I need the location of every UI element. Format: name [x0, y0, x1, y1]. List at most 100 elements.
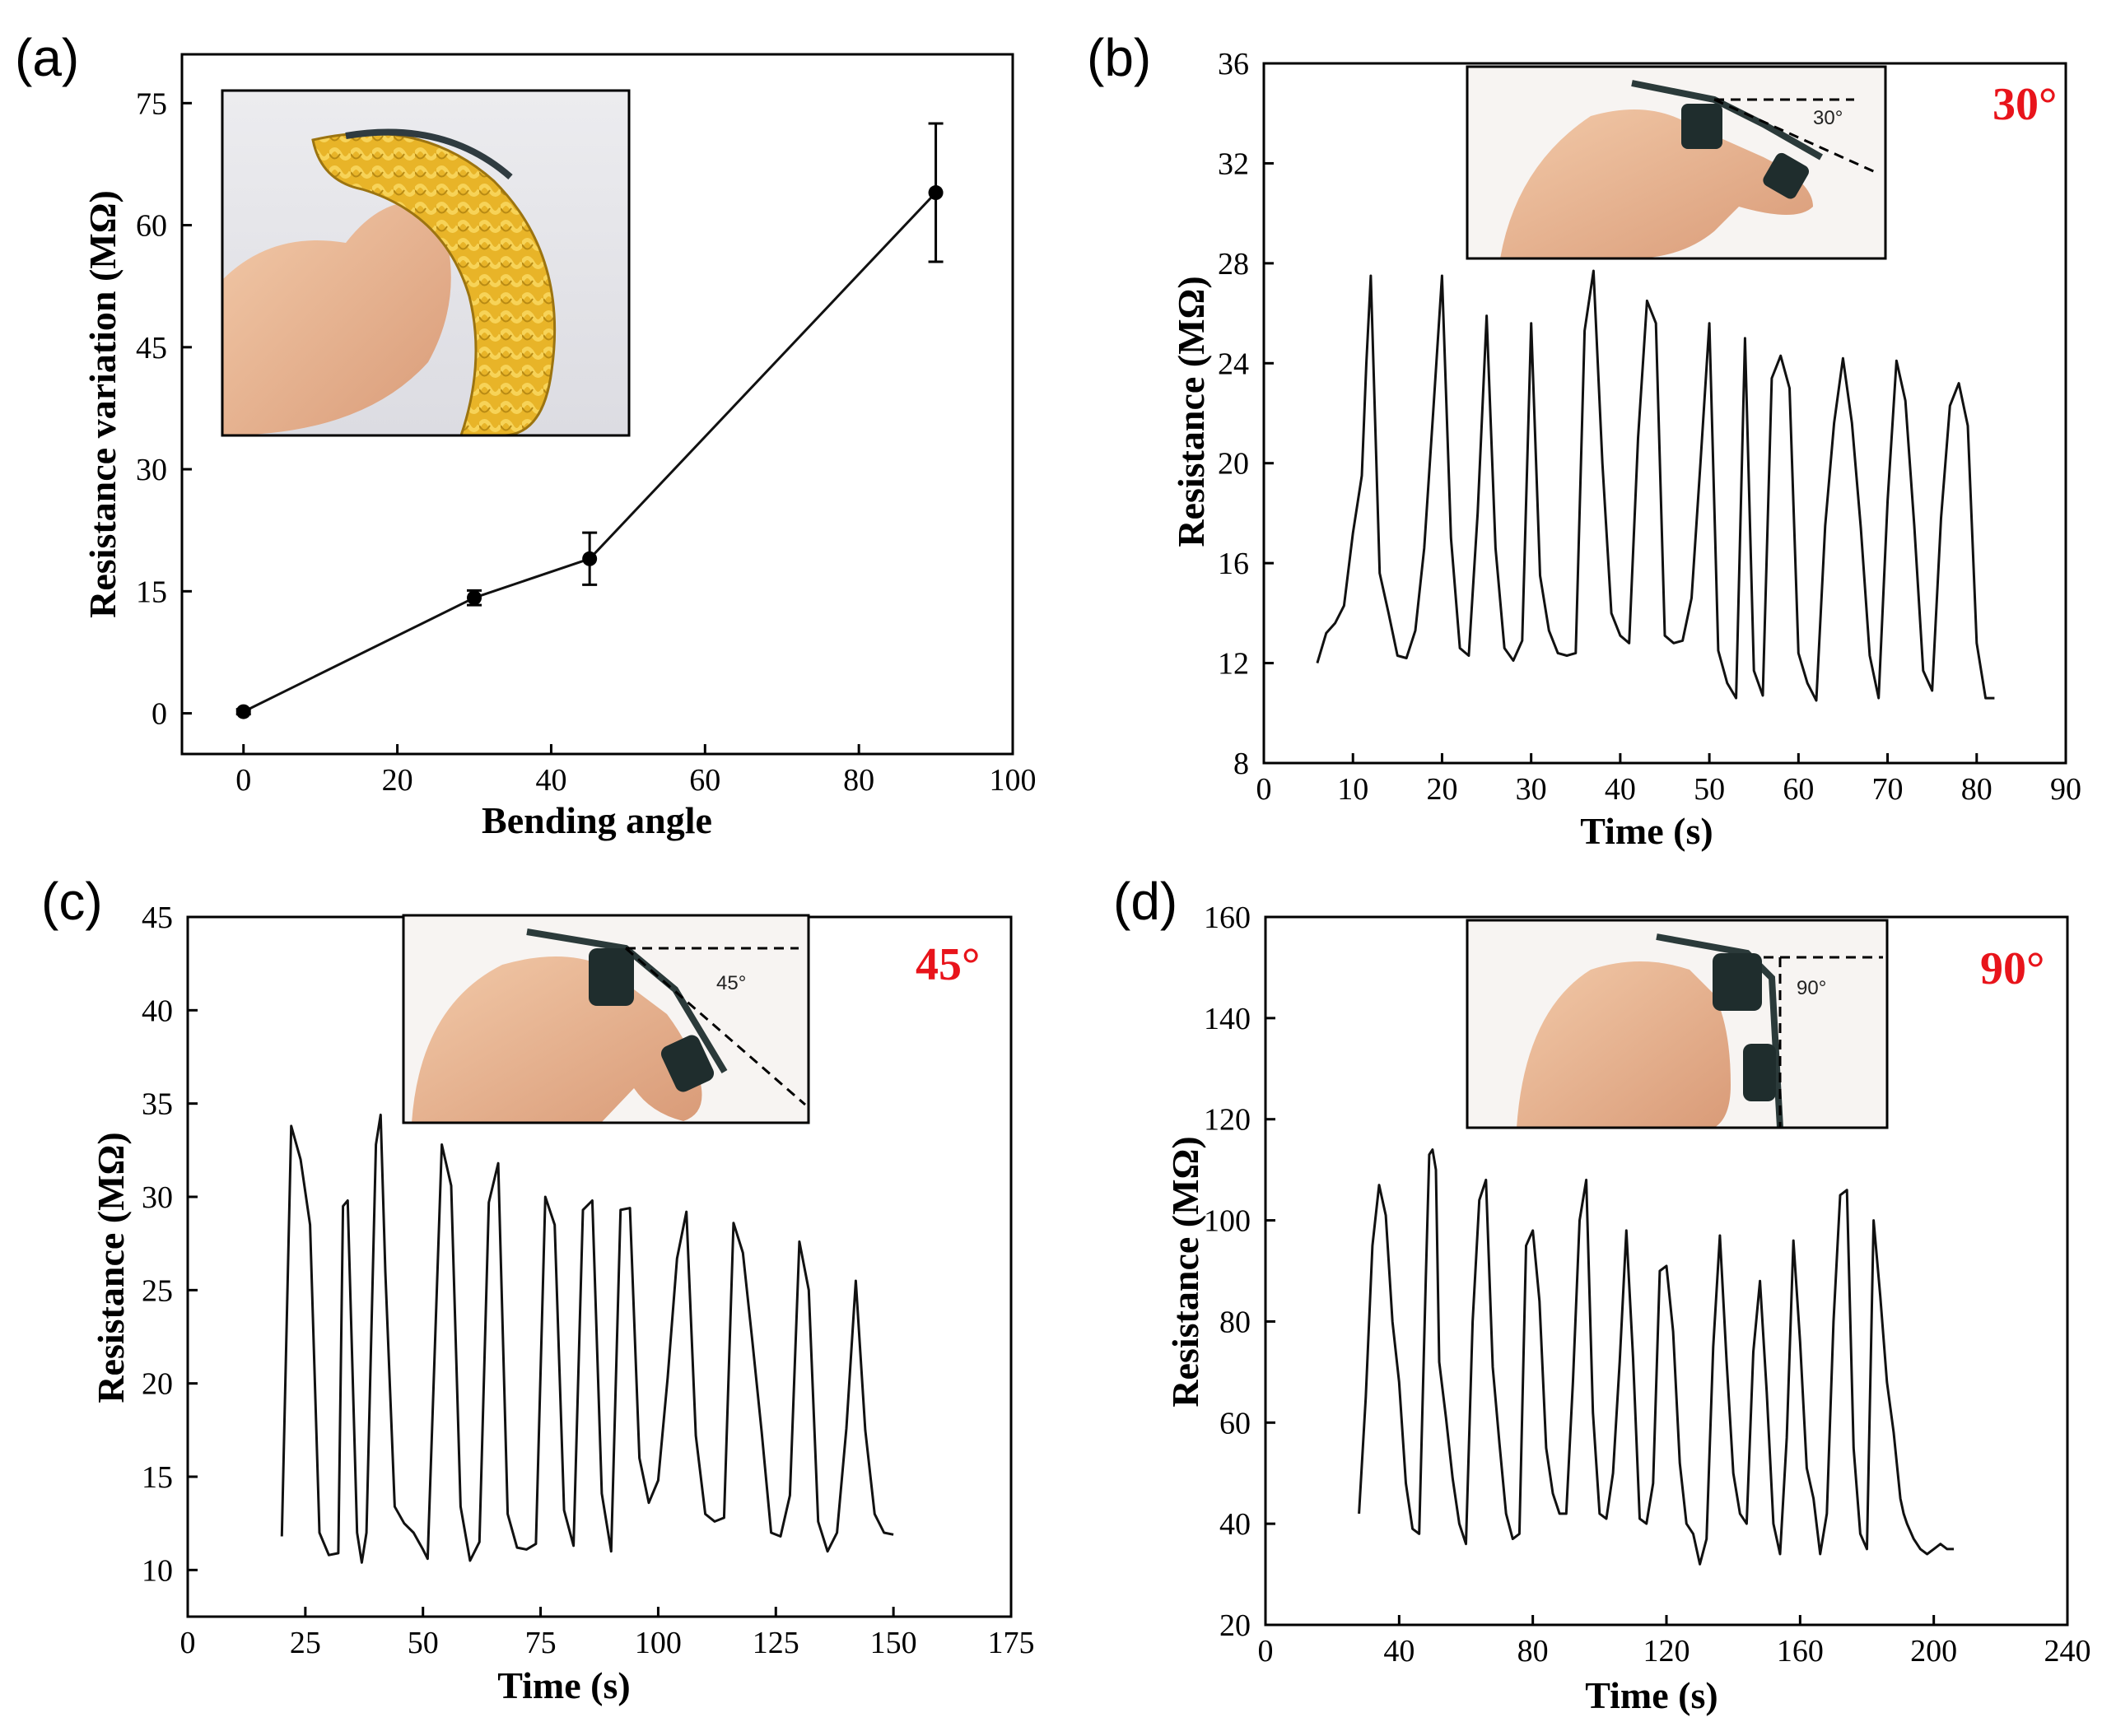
- panel-b-x-tick-label: 80: [1961, 772, 1992, 807]
- panel-d-y-ticks: 20 40 60 80 100 120 140 160: [1204, 901, 1275, 1643]
- panel-a-x-tick-label: 0: [235, 763, 251, 798]
- panel-c-y-tick-label: 30: [142, 1180, 173, 1215]
- panel-b-inset-angle: 30°: [1813, 107, 1843, 129]
- panel-b-x-tick-label: 60: [1783, 772, 1814, 807]
- panel-d-x-tick-label: 240: [2044, 1634, 2091, 1669]
- panel-a-y-tick-label: 45: [136, 331, 167, 365]
- panel-c-y-tick-label: 45: [142, 901, 173, 935]
- sensor-strip: [1631, 80, 1823, 161]
- panel-a-y-tick-label: 15: [136, 575, 167, 609]
- panel-c-x-tick-label: 100: [635, 1626, 682, 1660]
- panel-c-y-tick-label: 10: [142, 1553, 173, 1588]
- panel-a-inset-photo: [221, 89, 631, 437]
- panel-c-x-tick-label: 150: [870, 1626, 917, 1660]
- panel-b-y-tick-label: 12: [1218, 647, 1249, 682]
- panel-b-y-ticks: 8 12 16 20 24 28 32 36: [1218, 47, 1274, 781]
- panel-d-angle-label: 90°: [1980, 943, 2044, 994]
- panel-b-x-ticks: 0 10 20 30 40 50 60 70 80 90: [1256, 753, 2081, 807]
- hand-shape: [222, 202, 451, 435]
- panel-d-y-tick-label: 20: [1219, 1608, 1251, 1643]
- panel-d-letter: (d): [1113, 872, 1177, 931]
- panel-b-x-tick-label: 10: [1337, 772, 1368, 807]
- panel-a-x-tick-label: 40: [535, 763, 566, 798]
- panel-c-x-tick-label: 0: [180, 1626, 196, 1660]
- panel-c-y-ticks: 10 15 20 25 30 35 40 45: [142, 901, 198, 1588]
- panel-d-x-tick-label: 80: [1517, 1634, 1549, 1669]
- panel-b-x-tick-label: 50: [1694, 772, 1725, 807]
- panel-d-x-tick-label: 40: [1383, 1634, 1415, 1669]
- panel-d-y-axis-label: Resistance (MΩ): [1164, 1136, 1206, 1407]
- panel-b-y-tick-label: 32: [1218, 147, 1249, 181]
- panel-b-y-tick-label: 36: [1218, 47, 1249, 81]
- panel-d-y-tick-label: 140: [1204, 1002, 1251, 1036]
- panel-b-x-tick-label: 90: [2050, 772, 2081, 807]
- panel-c-inset-photo: 45°: [402, 914, 810, 1124]
- panel-b-x-axis-label: Time (s): [1580, 810, 1713, 852]
- panel-b-x-tick-label: 70: [1872, 772, 1904, 807]
- panel-b-x-tick-label: 40: [1605, 772, 1636, 807]
- panel-c-y-tick-label: 15: [142, 1460, 173, 1495]
- panel-d-x-tick-label: 0: [1258, 1634, 1274, 1669]
- panel-a-y-axis-label: Resistance variation (MΩ): [82, 190, 124, 618]
- panel-b-x-tick-label: 0: [1256, 772, 1272, 807]
- panel-a-x-axis-label: Bending angle: [482, 799, 712, 841]
- panel-d-x-axis-label: Time (s): [1585, 1674, 1718, 1716]
- ring-band: [1713, 953, 1762, 1011]
- panel-d-x-tick-label: 160: [1777, 1634, 1824, 1669]
- hand-shape: [1500, 109, 1813, 258]
- panel-a-series-line: [243, 191, 937, 713]
- panel-b-y-tick-label: 20: [1218, 447, 1249, 482]
- sensor-strip: [526, 929, 728, 1074]
- panel-b-y-tick-label: 8: [1233, 747, 1249, 781]
- panel-c-y-tick-label: 25: [142, 1273, 173, 1308]
- panel-b-y-tick-label: 16: [1218, 547, 1249, 581]
- panel-d-y-tick-label: 60: [1219, 1406, 1251, 1440]
- sensor-dark-edge: [345, 128, 513, 180]
- panel-d-y-tick-label: 80: [1219, 1305, 1251, 1339]
- panel-a-y-ticks: 0 15 30 45 60 75: [136, 86, 192, 732]
- panel-b-y-tick-label: 28: [1218, 247, 1249, 282]
- panel-c-x-tick-label: 125: [753, 1626, 799, 1660]
- panel-c-angle-label: 45°: [916, 939, 980, 990]
- panel-d-y-tick-label: 160: [1204, 901, 1251, 935]
- panel-b-letter: (b): [1087, 28, 1151, 87]
- panel-c-x-tick-label: 25: [290, 1626, 321, 1660]
- panel-c-x-ticks: 0 25 50 75 100 125 150 175: [180, 1607, 1035, 1660]
- panel-c-series-line: [280, 1113, 894, 1564]
- panel-c-x-tick-label: 75: [525, 1626, 557, 1660]
- panel-a-x-tick-label: 20: [382, 763, 413, 798]
- ring-band: [660, 1035, 715, 1092]
- panel-b-angle-label: 30°: [1992, 79, 2057, 130]
- panel-b-x-tick-label: 20: [1426, 772, 1457, 807]
- panel-a-x-tick-label: 100: [990, 763, 1037, 798]
- panel-a-data-point: [235, 704, 251, 719]
- panel-d-inset-angle: 90°: [1797, 977, 1826, 999]
- panel-a-letter: (a): [15, 28, 79, 87]
- panel-a-x-ticks: 0 20 40 60 80 100: [235, 744, 1037, 798]
- panel-c-y-axis-label: Resistance (MΩ): [90, 1132, 132, 1403]
- panel-d-series-line: [1358, 1148, 1954, 1566]
- panel-a-data-point: [467, 590, 482, 606]
- panel-a-y-tick-label: 60: [136, 209, 167, 244]
- panel-b-axes-frame: [1262, 62, 2067, 765]
- panel-b-series: [1316, 269, 1995, 702]
- panel-c-x-axis-label: Time (s): [497, 1664, 630, 1706]
- hand-shape: [1517, 961, 1731, 1128]
- panel-c-series: [280, 1113, 894, 1564]
- panel-d-y-tick-label: 40: [1219, 1507, 1251, 1542]
- panel-d-x-tick-label: 200: [1910, 1634, 1957, 1669]
- panel-c-y-tick-label: 35: [142, 1087, 173, 1122]
- panel-a: (a) 0 20 40 60 80 100 0 15 30 45 60 75 Bending ang…: [15, 28, 1037, 841]
- panel-c-inset-angle: 45°: [716, 972, 746, 994]
- panel-b-y-axis-label: Resistance (MΩ): [1170, 276, 1212, 547]
- panel-d-series: [1358, 1148, 1954, 1566]
- panel-b-y-tick-label: 24: [1218, 347, 1249, 381]
- panel-a-series: [235, 122, 944, 719]
- panel-a-y-tick-label: 30: [136, 453, 167, 487]
- panel-c-letter: (c): [41, 872, 103, 931]
- panel-c-y-tick-label: 20: [142, 1367, 173, 1402]
- panel-b-x-tick-label: 30: [1516, 772, 1547, 807]
- panel-d: (d) 0 40 80 120 160 200 240 20 40 60 80 100 120 140 1…: [1113, 872, 2091, 1716]
- panel-d-inset-photo: 90°: [1466, 919, 1889, 1129]
